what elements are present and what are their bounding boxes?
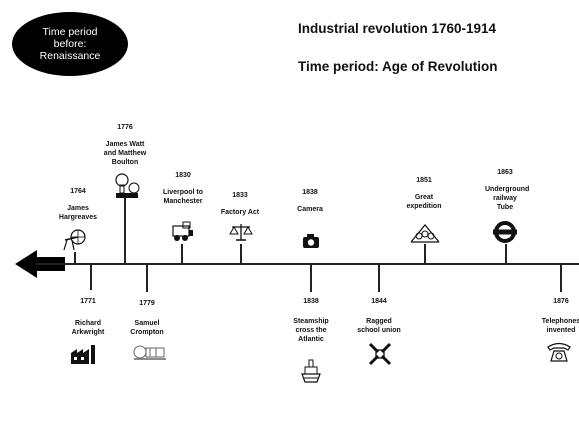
badge-line-3: Renaissance — [39, 50, 101, 62]
event-text: Camera — [297, 206, 323, 213]
steam-engine-icon — [115, 173, 140, 198]
event-1838b: 1838 Steamship cross the Atlantic — [271, 297, 351, 344]
steamship-icon — [301, 359, 321, 383]
badge-line-2: before: — [53, 38, 87, 50]
factory-icon — [71, 345, 95, 364]
tick-1838b — [310, 264, 312, 292]
event-text: James Watt and Matthew Boulton — [103, 141, 147, 166]
scales-icon — [229, 224, 253, 241]
event-text: Telephones invented — [541, 318, 579, 334]
event-text: Factory Act — [220, 209, 260, 216]
event-text: Underground railway Tube — [485, 186, 530, 211]
event-text: James Hargreaves — [58, 205, 98, 221]
tick-1764 — [74, 252, 76, 264]
event-year: 1863 — [497, 169, 513, 176]
event-year: 1876 — [553, 298, 569, 305]
locomotive-icon — [172, 221, 193, 241]
camera-icon — [303, 234, 319, 248]
time-period-badge: Time period before: Renaissance — [12, 12, 128, 76]
event-1863: 1863 Underground railway Tube — [465, 168, 545, 212]
event-text: Great expedition — [406, 194, 442, 210]
tick-1833 — [240, 244, 242, 264]
event-1771: 1771 Richard Arkwright — [48, 297, 128, 337]
event-year: 1779 — [139, 300, 155, 307]
badge-line-1: Time period — [42, 26, 98, 38]
period-title: Time period: Age of Revolution — [298, 59, 498, 74]
telephone-icon — [547, 342, 571, 362]
tick-1851 — [424, 244, 426, 264]
event-1833: 1833 Factory Act — [200, 191, 280, 217]
event-1764: 1764 James Hargreaves — [38, 187, 118, 222]
event-1776: 1776 James Watt and Matthew Boulton — [85, 123, 165, 167]
handshake-icon — [368, 342, 392, 366]
tick-1779 — [146, 264, 148, 292]
event-text: Liverpool to Manchester — [162, 189, 204, 205]
event-year: 1764 — [70, 188, 86, 195]
event-year: 1830 — [175, 172, 191, 179]
spinning-mule-icon — [133, 345, 166, 360]
event-1838a: 1838 Camera — [270, 188, 350, 214]
tick-1830 — [181, 244, 183, 264]
event-text: Samuel Crompton — [130, 320, 164, 336]
spinning-wheel-icon — [63, 229, 86, 250]
event-year: 1833 — [232, 192, 248, 199]
tick-1844 — [378, 264, 380, 292]
tick-1876 — [560, 264, 562, 292]
event-1830: 1830 Liverpool to Manchester — [143, 171, 223, 206]
event-text: Steamship cross the Atlantic — [293, 318, 329, 343]
event-1844: 1844 Ragged school union — [339, 297, 419, 335]
event-text: Richard Arkwright — [71, 320, 105, 336]
tick-1776 — [124, 196, 126, 264]
page-title: Industrial revolution 1760-1914 — [298, 21, 497, 36]
event-1876: 1876 Telephones invented — [521, 297, 579, 335]
event-year: 1851 — [416, 177, 432, 184]
underground-roundel-icon — [493, 221, 517, 243]
left-arrow-icon — [15, 250, 37, 278]
event-text: Ragged school union — [357, 318, 401, 334]
exhibition-hall-icon — [410, 224, 440, 243]
tick-1771 — [90, 264, 92, 290]
tick-1863 — [505, 244, 507, 264]
event-year: 1838 — [302, 189, 318, 196]
event-year: 1844 — [371, 298, 387, 305]
timeline-axis — [36, 263, 579, 265]
event-year: 1776 — [117, 124, 133, 131]
event-1779: 1779 Samuel Crompton — [107, 299, 187, 337]
event-1851: 1851 Great expedition — [384, 176, 464, 211]
event-year: 1771 — [80, 298, 96, 305]
event-year: 1838 — [303, 298, 319, 305]
